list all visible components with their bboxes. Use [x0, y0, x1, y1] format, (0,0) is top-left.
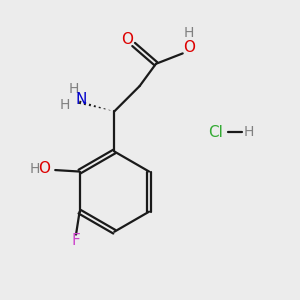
- Text: H: H: [68, 82, 79, 96]
- Text: O: O: [183, 40, 195, 55]
- Text: H: H: [29, 162, 40, 176]
- Text: Cl: Cl: [208, 125, 223, 140]
- Text: F: F: [72, 233, 80, 248]
- Text: N: N: [75, 92, 86, 107]
- Text: H: H: [244, 125, 254, 139]
- Text: O: O: [38, 161, 50, 176]
- Text: H: H: [184, 26, 194, 40]
- Text: O: O: [121, 32, 133, 46]
- Text: H: H: [59, 98, 70, 112]
